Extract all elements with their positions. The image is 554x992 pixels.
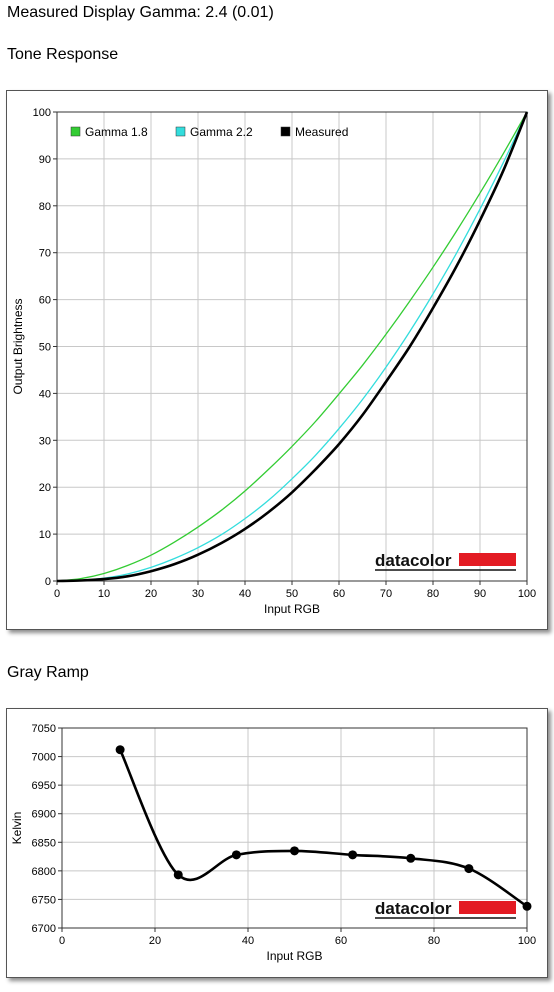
x-tick-label: 40 xyxy=(239,588,251,600)
x-axis-label: Input RGB xyxy=(264,602,320,616)
gray-ramp-heading: Gray Ramp xyxy=(7,664,89,681)
x-tick-label: 0 xyxy=(59,935,65,947)
x-tick-label: 70 xyxy=(380,588,392,600)
tone-response-panel: 0 10 20 30 40 50 60 70 80 90 100 0 10 20 30 40 50 60 70 80 9… xyxy=(6,90,548,630)
x-tick-label: 80 xyxy=(427,588,439,600)
x-tick-label: 10 xyxy=(98,588,110,600)
y-tick-label: 7000 xyxy=(32,752,56,764)
data-point xyxy=(406,853,416,863)
y-tick-label: 6750 xyxy=(32,894,56,906)
data-point xyxy=(348,850,358,860)
gray-ramp-panel: 0 20 40 60 80 100 6700 6750 6800 6850 6900 6950 7000… xyxy=(6,708,548,978)
datacolor-logo-bar xyxy=(459,553,516,566)
legend-label: Gamma 2.2 xyxy=(190,125,253,139)
x-tick-label: 100 xyxy=(518,588,536,600)
datacolor-logo-bar xyxy=(459,901,516,914)
tone-response-chart: 0 10 20 30 40 50 60 70 80 90 100 0 10 20 30 40 50 60 70 80 9… xyxy=(11,107,536,616)
y-tick-label: 50 xyxy=(39,342,51,354)
legend-swatch xyxy=(175,126,186,137)
y-tick-label: 20 xyxy=(39,482,51,494)
y-tick-label: 7050 xyxy=(32,723,56,735)
page-title: Measured Display Gamma: 2.4 (0.01) xyxy=(7,4,274,21)
x-tick-label: 60 xyxy=(333,588,345,600)
x-tick-label: 20 xyxy=(149,935,161,947)
y-tick-label: 6900 xyxy=(32,809,56,821)
y-tick-label: 6850 xyxy=(32,837,56,849)
data-point xyxy=(173,870,183,880)
y-tick-label: 30 xyxy=(39,435,51,447)
legend-label: Measured xyxy=(295,125,348,139)
data-point xyxy=(115,745,125,755)
y-tick-label: 90 xyxy=(39,154,51,166)
series-line-gamma-2-2 xyxy=(56,111,528,582)
series-line-0 xyxy=(118,749,528,908)
y-tick-label: 0 xyxy=(45,576,51,588)
tone-response-heading: Tone Response xyxy=(7,46,119,63)
y-axis-label: Output Brightness xyxy=(11,298,25,394)
x-tick-label: 100 xyxy=(518,935,536,947)
plot-area-frame xyxy=(61,727,528,929)
x-tick-label: 50 xyxy=(286,588,298,600)
x-axis-label: Input RGB xyxy=(266,949,322,963)
y-tick-label: 10 xyxy=(39,529,51,541)
data-point xyxy=(464,864,474,874)
data-point xyxy=(522,901,532,911)
x-tick-label: 80 xyxy=(428,935,440,947)
datacolor-logo-text: datacolor xyxy=(375,899,452,918)
data-point xyxy=(231,850,241,860)
y-axis-label: Kelvin xyxy=(10,812,24,845)
y-tick-label: 6800 xyxy=(32,866,56,878)
y-tick-label: 60 xyxy=(39,295,51,307)
gray-ramp-chart: 0 20 40 60 80 100 6700 6750 6800 6850 6900 6950 7000… xyxy=(10,723,536,963)
legend-swatch xyxy=(280,126,291,137)
y-tick-label: 6700 xyxy=(32,923,56,935)
series-line-gamma-1-8 xyxy=(56,111,528,582)
x-tick-label: 30 xyxy=(192,588,204,600)
x-tick-label: 0 xyxy=(54,588,60,600)
y-tick-label: 70 xyxy=(39,248,51,260)
y-tick-label: 6950 xyxy=(32,780,56,792)
x-tick-label: 20 xyxy=(145,588,157,600)
data-point xyxy=(290,846,299,856)
y-tick-label: 40 xyxy=(39,388,51,400)
y-tick-label: 80 xyxy=(39,201,51,213)
x-tick-label: 90 xyxy=(474,588,486,600)
series-line-measured xyxy=(56,111,529,583)
x-tick-label: 40 xyxy=(242,935,254,947)
y-tick-label: 100 xyxy=(33,107,51,119)
legend-label: Gamma 1.8 xyxy=(85,125,148,139)
x-tick-label: 60 xyxy=(335,935,347,947)
datacolor-logo-text: datacolor xyxy=(375,551,452,570)
legend-swatch xyxy=(70,126,81,137)
